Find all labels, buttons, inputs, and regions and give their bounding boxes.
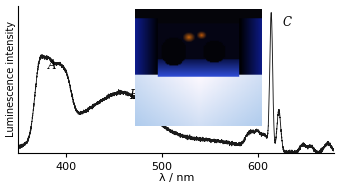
- Y-axis label: Luminescence intensity: Luminescence intensity: [5, 21, 16, 137]
- Text: B: B: [129, 89, 138, 102]
- Text: C: C: [282, 16, 291, 29]
- X-axis label: λ / nm: λ / nm: [159, 174, 194, 184]
- Text: A: A: [48, 59, 56, 72]
